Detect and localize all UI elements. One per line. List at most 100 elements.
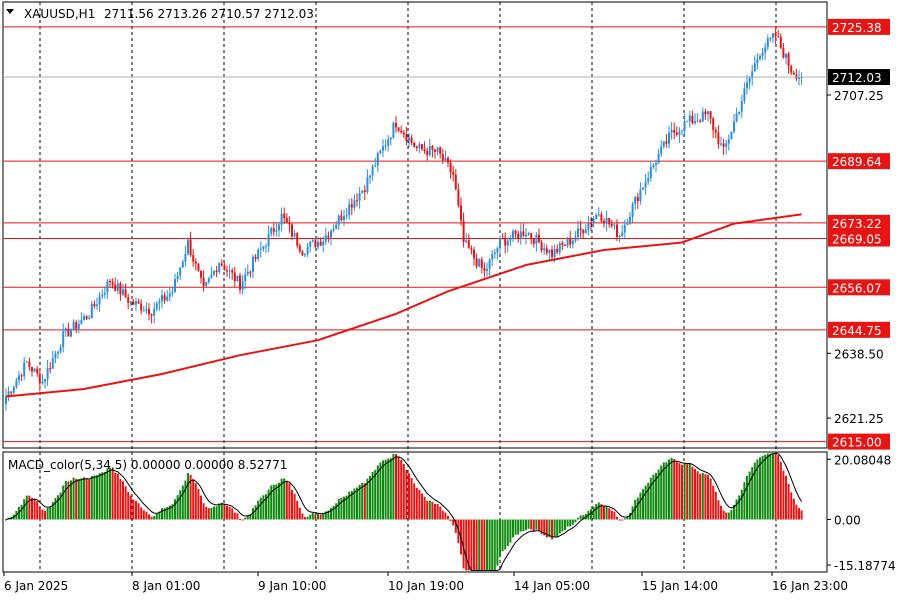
level-tag-2 bbox=[828, 214, 890, 231]
candle-body bbox=[179, 267, 182, 276]
candle bbox=[171, 287, 174, 297]
candle bbox=[603, 218, 605, 228]
macd-bar bbox=[701, 472, 704, 520]
macd-bar bbox=[319, 514, 322, 520]
candle bbox=[358, 187, 361, 209]
candle-body bbox=[483, 268, 486, 271]
macd-bar bbox=[254, 505, 257, 520]
candle bbox=[774, 26, 777, 44]
macd-bar bbox=[548, 519, 551, 538]
candle bbox=[246, 264, 249, 277]
candle-body bbox=[335, 224, 338, 229]
candle bbox=[444, 150, 447, 162]
candle bbox=[49, 361, 52, 374]
candle-body bbox=[473, 249, 475, 259]
main-chart-panel[interactable] bbox=[2, 1, 828, 449]
macd-bar bbox=[155, 513, 158, 520]
candle-body bbox=[213, 270, 215, 275]
dropdown-triangle-icon[interactable] bbox=[6, 9, 14, 14]
candle-body bbox=[33, 368, 36, 372]
candle bbox=[506, 237, 509, 253]
macd-bar bbox=[600, 504, 603, 520]
macd-bar bbox=[623, 518, 626, 520]
macd-bar bbox=[668, 459, 670, 520]
macd-bar bbox=[369, 475, 371, 520]
candle-body bbox=[642, 187, 644, 190]
candle-body bbox=[109, 280, 111, 282]
candle bbox=[179, 266, 182, 280]
macd-bar bbox=[361, 483, 364, 520]
candle bbox=[608, 217, 611, 228]
candle-body bbox=[231, 270, 234, 273]
candle-body bbox=[727, 139, 730, 144]
candle bbox=[678, 127, 681, 143]
candle bbox=[704, 108, 707, 120]
level-tag-5 bbox=[828, 321, 890, 338]
macd-bar bbox=[449, 519, 452, 521]
candle bbox=[634, 195, 637, 211]
macd-bar bbox=[795, 504, 798, 520]
candle-body bbox=[36, 368, 39, 374]
candle-body bbox=[413, 142, 416, 147]
candle bbox=[727, 134, 730, 151]
macd-bar bbox=[124, 486, 127, 520]
candle bbox=[33, 367, 36, 373]
candle-body bbox=[636, 196, 639, 202]
macd-bar bbox=[88, 479, 91, 520]
candle-body bbox=[83, 316, 85, 321]
candle bbox=[309, 240, 312, 253]
macd-bar bbox=[608, 508, 611, 520]
macd-bar bbox=[517, 519, 520, 535]
candle-body bbox=[595, 214, 598, 219]
candle-body bbox=[49, 368, 52, 370]
macd-bar bbox=[345, 495, 348, 520]
macd-bar bbox=[343, 496, 345, 520]
candle bbox=[751, 65, 754, 86]
macd-bar bbox=[31, 497, 33, 520]
macd-bar bbox=[49, 506, 52, 520]
candle-body bbox=[457, 189, 460, 206]
candle bbox=[228, 264, 231, 279]
candle bbox=[402, 130, 405, 139]
candle-body bbox=[70, 330, 72, 337]
candle bbox=[636, 192, 639, 210]
macd-bar bbox=[644, 485, 647, 520]
candle bbox=[205, 281, 208, 287]
candle bbox=[504, 232, 507, 254]
macd-bar bbox=[410, 478, 413, 520]
macd-bar bbox=[714, 491, 717, 520]
macd-bar bbox=[171, 504, 174, 520]
candle bbox=[514, 229, 517, 238]
macd-bar bbox=[504, 519, 507, 550]
macd-bar bbox=[145, 511, 148, 520]
candle bbox=[155, 301, 158, 312]
current-price-tag bbox=[828, 69, 890, 86]
candle-body bbox=[85, 316, 88, 319]
candle-body bbox=[493, 252, 496, 255]
macd-bar bbox=[592, 506, 595, 520]
horizontal-level-lines[interactable] bbox=[3, 26, 827, 443]
macd-bar bbox=[642, 489, 644, 520]
macd-bar bbox=[683, 463, 686, 520]
candle bbox=[725, 139, 728, 155]
macd-bar bbox=[465, 519, 468, 571]
candle bbox=[439, 146, 442, 159]
candle-body bbox=[166, 296, 169, 301]
candle-body bbox=[51, 358, 54, 369]
macd-bar bbox=[496, 519, 499, 566]
candle bbox=[213, 270, 215, 277]
candle-body bbox=[709, 111, 712, 119]
candle bbox=[543, 243, 546, 255]
candle bbox=[301, 249, 304, 257]
candle-body bbox=[491, 254, 494, 260]
candle-body bbox=[720, 143, 722, 145]
candle-body bbox=[168, 293, 171, 297]
candle bbox=[335, 220, 338, 230]
candle-body bbox=[449, 162, 452, 173]
candle-body bbox=[161, 295, 163, 302]
macd-tick-label-1: 0.00 bbox=[834, 514, 861, 528]
candle-body bbox=[733, 121, 735, 132]
macd-axis: 20.08048 0.00 -15.18774 bbox=[827, 453, 896, 573]
macd-bar bbox=[704, 474, 707, 520]
